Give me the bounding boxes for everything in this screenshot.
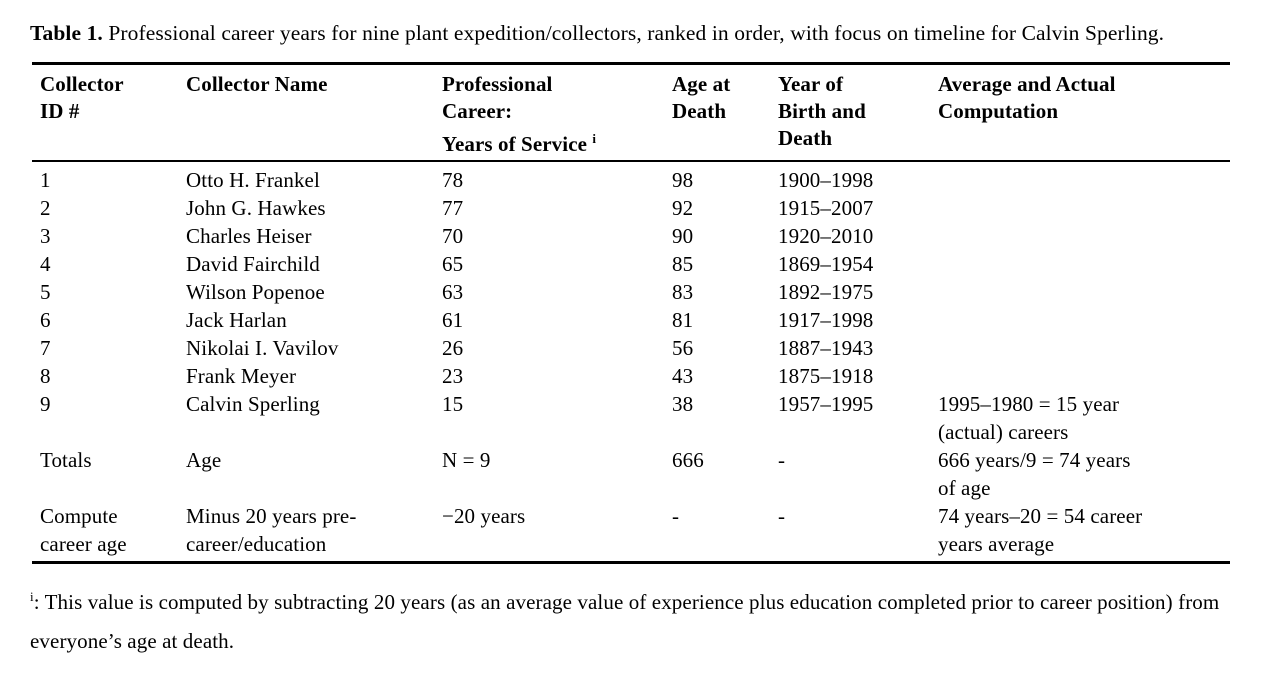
table-row: 6 Jack Harlan 61 81 1917–1998 [32, 306, 1230, 334]
table-cell-collector-id: 7 [40, 336, 51, 360]
table-header: Collector ID # Collector Name Professional C… [32, 63, 1230, 162]
table-cell-collector-name: Nikolai I. Vavilov [186, 336, 339, 360]
table-cell-collector-name: Wilson Popenoe [186, 280, 325, 304]
column-header-collector-name: Collector Name [178, 63, 434, 162]
table-cell-year-of-birth-and-death: 1892–1975 [778, 280, 874, 304]
table-cell-collector-id: 9 [40, 392, 51, 416]
table-caption-label: Table 1. [30, 21, 103, 45]
table-cell-age-at-death: 43 [672, 364, 694, 388]
table-cell-age-at-death: 90 [672, 224, 694, 248]
table-cell-age-at-death: 85 [672, 252, 694, 276]
table-cell-collector-name: Calvin Sperling [186, 392, 320, 416]
table-cell-collector-id: 8 [40, 364, 51, 388]
table-cell-average-and-actual-computation [930, 362, 1230, 390]
table-row: Compute career age Minus 20 years pre-care… [32, 502, 1230, 563]
table-cell-collector-id: 3 [40, 224, 51, 248]
table-cell-year-of-birth-and-death: 1900–1998 [778, 168, 874, 192]
table-cell-professional-career-years-of-service: 65 [442, 252, 464, 276]
table-cell-year-of-birth-and-death: - [778, 448, 786, 472]
table-cell-year-of-birth-and-death: 1915–2007 [778, 196, 874, 220]
table-cell-average-and-actual-computation: 74 years–20 = 54 career years average [938, 504, 1143, 556]
table-row: 5 Wilson Popenoe 63 83 1892–1975 [32, 278, 1230, 306]
table-cell-collector-name: David Fairchild [186, 252, 320, 276]
document-page: Table 1. Professional career years for n… [30, 12, 1262, 661]
table-cell-average-and-actual-computation [930, 250, 1230, 278]
column-header-age-at-death: Age at Death [664, 63, 770, 162]
table-cell-professional-career-years-of-service: 15 [442, 392, 464, 416]
table-cell-collector-name: Minus 20 years pre-career/education [186, 504, 357, 556]
table-row: 7 Nikolai I. Vavilov 26 56 1887–1943 [32, 334, 1230, 362]
table-cell-professional-career-years-of-service: 23 [442, 364, 464, 388]
table-cell-professional-career-years-of-service: 78 [442, 168, 464, 192]
column-header-collector-id: Collector ID # [32, 63, 178, 162]
table-cell-average-and-actual-computation [930, 222, 1230, 250]
table-cell-professional-career-years-of-service: 61 [442, 308, 464, 332]
table-cell-average-and-actual-computation: 1995–1980 = 15 year (actual) careers [938, 392, 1120, 444]
column-header-year-of-birth-and-death: Year of Birth and Death [770, 63, 930, 162]
table-cell-collector-name: Age [186, 448, 222, 472]
table-cell-collector-id: Totals [40, 448, 92, 472]
table-cell-age-at-death: 81 [672, 308, 694, 332]
table-cell-collector-name: John G. Hawkes [186, 196, 326, 220]
table-cell-collector-name: Frank Meyer [186, 364, 297, 388]
table-caption: Table 1. Professional career years for n… [30, 12, 1262, 54]
table-cell-professional-career-years-of-service: −20 years [442, 504, 526, 528]
table-cell-professional-career-years-of-service: 77 [442, 196, 464, 220]
table-row: 1 Otto H. Frankel 78 98 1900–1998 [32, 161, 1230, 194]
table-cell-professional-career-years-of-service: 26 [442, 336, 464, 360]
table-cell-collector-name: Charles Heiser [186, 224, 312, 248]
table-cell-average-and-actual-computation: 666 years/9 = 74 years of age [938, 448, 1131, 500]
career-years-table: Collector ID # Collector Name Professional C… [32, 62, 1230, 564]
table-cell-year-of-birth-and-death: 1869–1954 [778, 252, 874, 276]
table-cell-collector-id: 6 [40, 308, 51, 332]
table-cell-age-at-death: 83 [672, 280, 694, 304]
table-cell-year-of-birth-and-death: 1887–1943 [778, 336, 874, 360]
table-cell-year-of-birth-and-death: 1875–1918 [778, 364, 874, 388]
table-row: Totals Age N = 9 666 - 666 years/9 = 74 years… [32, 446, 1230, 502]
table-row: 8 Frank Meyer 23 43 1875–1918 [32, 362, 1230, 390]
table-cell-age-at-death: 56 [672, 336, 694, 360]
table-cell-year-of-birth-and-death: 1920–2010 [778, 224, 874, 248]
table-cell-average-and-actual-computation [930, 194, 1230, 222]
table-cell-year-of-birth-and-death: 1917–1998 [778, 308, 874, 332]
table-cell-collector-id: Compute career age [40, 504, 127, 556]
table-cell-year-of-birth-and-death: - [778, 504, 786, 528]
table-caption-text: Professional career years for nine plant… [102, 21, 1165, 45]
table-cell-collector-id: 2 [40, 196, 51, 220]
table-body: 1 Otto H. Frankel 78 98 1900–1998 2 John G. Ha… [32, 161, 1230, 563]
table-cell-professional-career-years-of-service: 70 [442, 224, 464, 248]
footnote-reference: i [592, 131, 597, 146]
table-cell-collector-name: Jack Harlan [186, 308, 287, 332]
table-cell-age-at-death: - [672, 504, 680, 528]
table-cell-age-at-death: 92 [672, 196, 694, 220]
table-cell-age-at-death: 98 [672, 168, 694, 192]
footnote-text: : This value is computed by subtracting … [30, 590, 1220, 653]
table-cell-collector-id: 4 [40, 252, 51, 276]
table-row: 3 Charles Heiser 70 90 1920–2010 [32, 222, 1230, 250]
table-footnote: i: This value is computed by subtracting… [30, 577, 1262, 661]
table-cell-collector-name: Otto H. Frankel [186, 168, 320, 192]
footnote-marker: i [30, 589, 34, 604]
table-cell-age-at-death: 666 [672, 448, 704, 472]
table-cell-professional-career-years-of-service: 63 [442, 280, 464, 304]
table-header-row: Collector ID # Collector Name Professional C… [32, 63, 1230, 162]
table-cell-collector-id: 5 [40, 280, 51, 304]
table-cell-average-and-actual-computation [930, 306, 1230, 334]
table-row: 2 John G. Hawkes 77 92 1915–2007 [32, 194, 1230, 222]
table-row: 4 David Fairchild 65 85 1869–1954 [32, 250, 1230, 278]
table-row: 9 Calvin Sperling 15 38 1957–1995 1995–1980 =… [32, 390, 1230, 446]
table-cell-average-and-actual-computation [930, 278, 1230, 306]
table-cell-year-of-birth-and-death: 1957–1995 [778, 392, 874, 416]
column-header-average-and-actual-computation: Average and Actual Computation [930, 63, 1230, 162]
table-cell-average-and-actual-computation [930, 161, 1230, 194]
column-header-professional-career-years-of-service: Professional Career: Years of Service i [434, 63, 664, 162]
table-cell-professional-career-years-of-service: N = 9 [442, 448, 491, 472]
table-cell-average-and-actual-computation [930, 334, 1230, 362]
table-cell-age-at-death: 38 [672, 392, 694, 416]
table-cell-collector-id: 1 [40, 168, 51, 192]
